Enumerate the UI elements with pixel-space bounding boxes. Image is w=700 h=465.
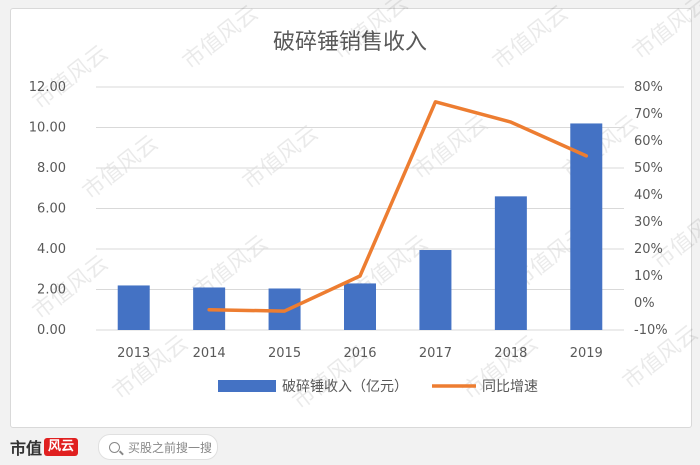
y-left-tick-label: 0.00 <box>37 323 66 338</box>
legend-swatch-bar <box>218 380 276 392</box>
watermark-3: 市值风云 <box>488 1 573 75</box>
legend: 破碎锤收入（亿元） 同比增速 <box>218 379 538 395</box>
x-tick-label: 2018 <box>494 346 527 361</box>
growth-line <box>207 100 589 313</box>
brand-name: 市值 <box>10 439 43 458</box>
chart-title: 破碎锤销售收入 <box>272 30 427 55</box>
watermark-7: 市值风云 <box>408 111 493 185</box>
y-left-tick-label: 10.00 <box>29 121 66 136</box>
y-right-tick-label: 70% <box>634 107 663 122</box>
watermark-14: 市值风云 <box>108 331 193 405</box>
x-tick-label: 2015 <box>268 346 301 361</box>
bar-2013 <box>117 285 150 330</box>
search-icon <box>109 441 120 453</box>
y-right-tick-label: 30% <box>634 215 663 230</box>
y-right-tick-label: 0% <box>634 296 655 311</box>
bar-2017 <box>419 250 452 330</box>
y-left-tick-label: 12.00 <box>29 80 66 95</box>
y-left-tick-label: 6.00 <box>37 202 66 217</box>
y-left-tick-label: 4.00 <box>37 242 66 257</box>
search-box[interactable]: 买股之前搜一搜 <box>98 434 218 460</box>
y-left-tick-label: 2.00 <box>37 283 66 298</box>
legend-label-line: 同比增速 <box>482 379 538 395</box>
x-tick-label: 2019 <box>570 346 603 361</box>
line-series <box>207 100 589 313</box>
y-right-tick-label: 50% <box>634 161 663 176</box>
axis-labels: 0.00 2.00 4.00 6.00 8.00 10.00 12.00 -10% 0% 10% 2… <box>29 80 668 361</box>
y-right-tick-label: 20% <box>634 242 663 257</box>
watermark-2: 市值风云 <box>328 0 413 65</box>
bar-2018 <box>494 196 527 330</box>
y-right-tick-label: 60% <box>634 134 663 149</box>
watermark-4: 市值风云 <box>628 0 700 65</box>
search-placeholder: 买股之前搜一搜 <box>128 440 213 455</box>
brand-mark: 风云 <box>44 438 79 456</box>
watermark-13: 市值风云 <box>648 201 700 275</box>
bar-2019 <box>570 123 603 330</box>
y-right-tick-label: 80% <box>634 80 663 95</box>
y-right-tick-label: 40% <box>634 188 663 203</box>
y-right-tick-label: -10% <box>634 323 668 338</box>
x-tick-label: 2016 <box>343 346 376 361</box>
x-tick-label: 2017 <box>419 346 452 361</box>
watermark-6: 市值风云 <box>238 121 323 195</box>
watermark-0: 市值风云 <box>28 41 113 115</box>
brand-logo: 市值 风云 <box>10 436 79 458</box>
footer-bar: 市值 风云 买股之前搜一搜 <box>0 430 700 465</box>
y-left-tick-label: 8.00 <box>37 161 66 176</box>
x-tick-label: 2014 <box>193 346 226 361</box>
legend-label-bar: 破碎锤收入（亿元） <box>282 379 408 395</box>
x-tick-label: 2013 <box>117 346 150 361</box>
y-right-tick-label: 10% <box>634 269 663 284</box>
bar-series <box>117 123 603 330</box>
watermark-1: 市值风云 <box>178 1 263 75</box>
bar-2016 <box>344 283 376 330</box>
